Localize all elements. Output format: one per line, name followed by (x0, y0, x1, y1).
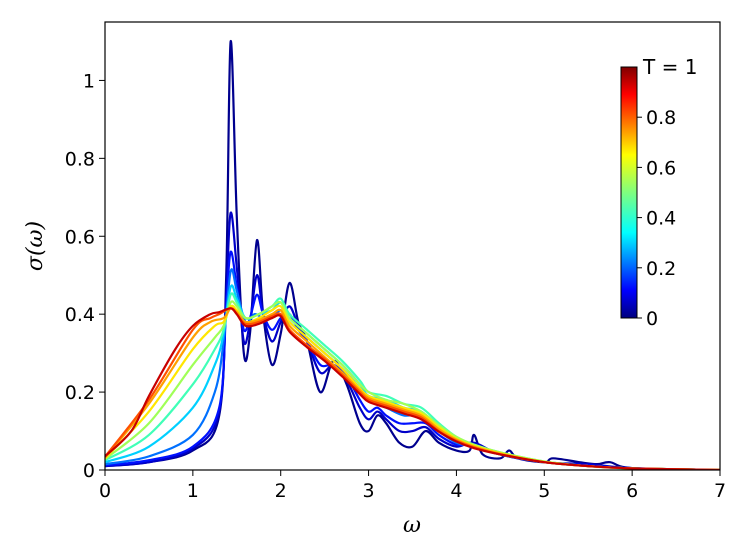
colorbar-tick-label: 0.2 (646, 258, 676, 280)
y-tick-label: 0.8 (65, 148, 95, 170)
x-tick-label: 3 (363, 480, 375, 502)
colorbar-ticks: 0 0.2 0.4 0.6 0.8 (637, 107, 676, 330)
x-axis-ticks: 0 1 2 3 4 5 6 7 (99, 470, 726, 502)
x-tick-label: 5 (538, 480, 550, 502)
colorbar-tick-label: 0.4 (646, 208, 676, 230)
colorbar-tick-label: 0.6 (646, 157, 676, 179)
x-tick-label: 1 (187, 480, 199, 502)
y-tick-label: 0 (83, 460, 95, 482)
y-tick-label: 1 (83, 70, 95, 92)
colorbar-top-label: T = 1 (642, 55, 697, 79)
y-axis-label: σ(ω) (23, 221, 48, 271)
x-tick-label: 7 (714, 480, 726, 502)
plot-frame (104, 21, 721, 471)
y-axis-ticks: 0 0.2 0.4 0.6 0.8 1 (65, 70, 105, 482)
y-tick-label: 0.6 (65, 226, 95, 248)
x-tick-label: 2 (275, 480, 287, 502)
y-tick-label: 0.4 (65, 304, 95, 326)
x-tick-label: 4 (450, 480, 462, 502)
colorbar (620, 66, 638, 319)
colorbar-tick-label: 0 (646, 308, 658, 330)
x-tick-label: 0 (99, 480, 111, 502)
x-tick-label: 6 (626, 480, 638, 502)
colorbar-tick-label: 0.8 (646, 107, 676, 129)
series-line-10 (105, 307, 720, 470)
series-lines (105, 40, 720, 470)
y-tick-label: 0.2 (65, 382, 95, 404)
x-axis-label: ω (403, 513, 421, 538)
